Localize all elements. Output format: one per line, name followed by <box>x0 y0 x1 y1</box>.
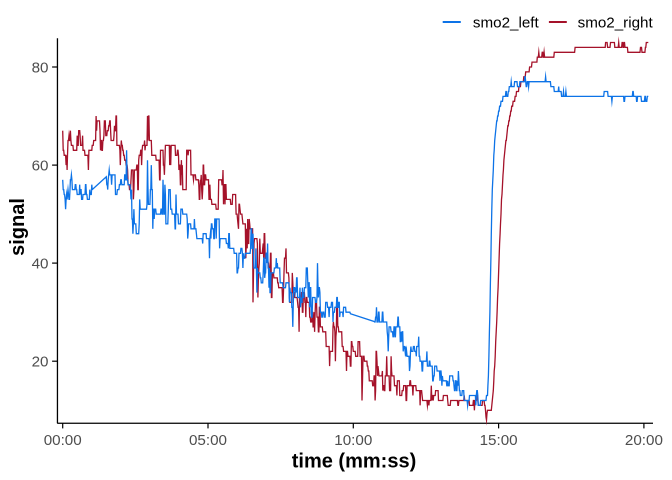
svg-text:05:00: 05:00 <box>189 432 227 449</box>
svg-text:15:00: 15:00 <box>480 432 518 449</box>
svg-text:00:00: 00:00 <box>44 432 82 449</box>
svg-text:20:00: 20:00 <box>625 432 663 449</box>
svg-text:60: 60 <box>32 158 49 175</box>
svg-text:time (mm:ss): time (mm:ss) <box>292 451 416 473</box>
svg-text:80: 80 <box>32 60 49 77</box>
svg-text:40: 40 <box>32 256 49 273</box>
svg-text:20: 20 <box>32 354 49 371</box>
svg-text:smo2_left: smo2_left <box>473 15 540 32</box>
svg-text:smo2_right: smo2_right <box>578 15 654 32</box>
svg-text:10:00: 10:00 <box>334 432 372 449</box>
svg-text:signal: signal <box>7 198 29 256</box>
